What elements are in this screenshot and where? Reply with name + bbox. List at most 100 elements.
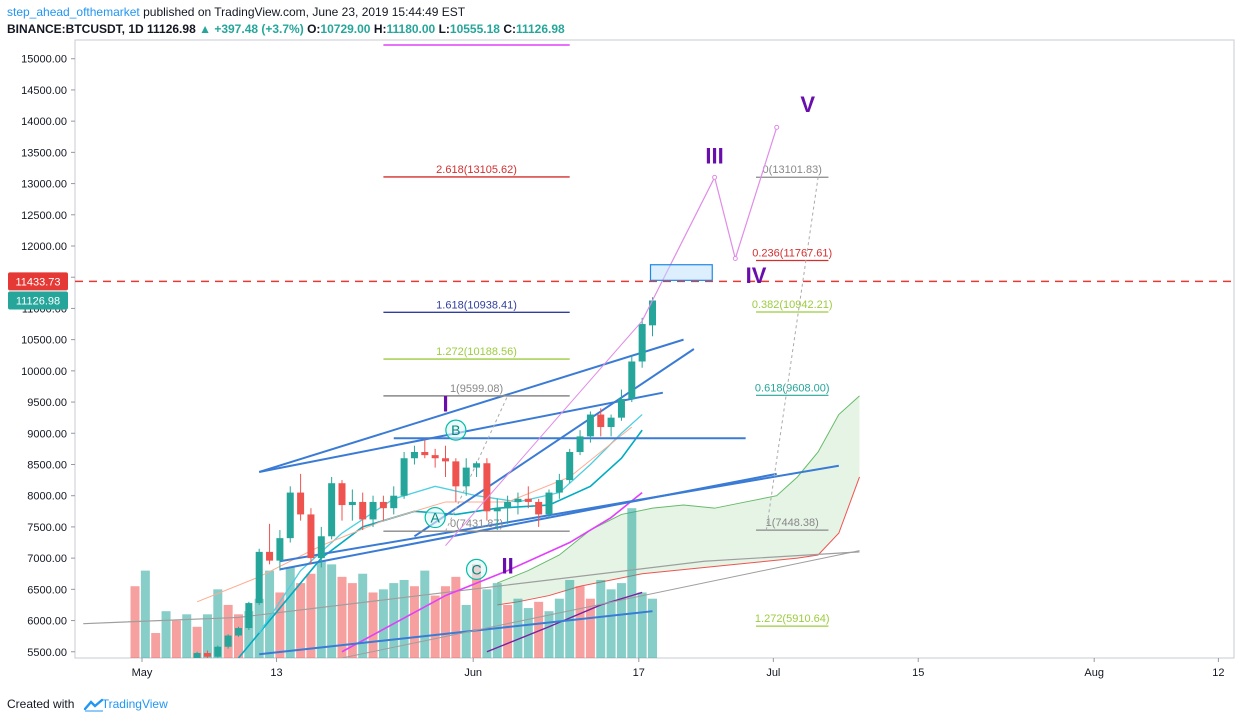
candle-body [297, 492, 305, 515]
y-tick-label: 5500.00 [27, 647, 67, 659]
footer: Created with TradingView [7, 697, 168, 711]
y-tick-label: 9000.00 [27, 428, 67, 440]
candle-body [307, 514, 315, 559]
abc-circle [465, 558, 488, 580]
candle-body [576, 436, 584, 452]
up-arrow-icon: ▲ [199, 22, 211, 36]
volume-bar [161, 611, 171, 658]
trend-line [259, 610, 653, 656]
abc-label: B [451, 422, 460, 438]
ma-100-line [341, 491, 643, 653]
volume-bar [492, 583, 502, 658]
candle-body [555, 480, 563, 493]
volume-bar [202, 614, 212, 658]
projection-node [712, 174, 718, 180]
projection-node [732, 255, 738, 261]
abc-circle [424, 506, 446, 529]
volume-bar [140, 570, 150, 658]
fib-ext-label: 1.272(5910.64) [755, 613, 830, 625]
candle-body [410, 452, 418, 459]
volume-bar [296, 583, 306, 658]
candle-body [638, 324, 646, 362]
wave-label: III [705, 144, 723, 169]
candle-body [462, 467, 470, 487]
projection-path [445, 320, 643, 546]
volume-bar [430, 595, 440, 658]
candle-body [266, 551, 274, 561]
abc-label: C [471, 561, 481, 577]
wave-label: V [800, 92, 815, 117]
volume-bar [420, 570, 430, 658]
volume-bar [554, 598, 564, 658]
volume-bar [585, 598, 595, 658]
y-tick-label: 6000.00 [27, 616, 67, 628]
candle-body [317, 536, 325, 559]
x-tick-label: May [132, 667, 153, 679]
x-tick-label: Aug [1084, 667, 1104, 679]
ma-50-line [237, 429, 643, 658]
projection-node [774, 124, 780, 130]
y-tick-label: 12500.00 [21, 210, 67, 222]
candle-body [431, 455, 439, 459]
fib-level-label: 2.618(13105.62) [436, 164, 517, 176]
x-tick-label: 13 [270, 667, 282, 679]
low-value: 10555.18 [449, 22, 500, 36]
candle-body [545, 492, 553, 515]
volume-bar [451, 576, 461, 658]
high-label: H: [373, 22, 387, 36]
candle-body [214, 646, 222, 657]
candle-body [607, 417, 615, 428]
candle-body [193, 653, 201, 658]
volume-bar [534, 601, 544, 658]
volume-bar [254, 598, 264, 658]
fib-ext-label: 0.618(9608.00) [755, 382, 830, 394]
symbol-info: BINANCE:BTCUSDT, 1D 11126.98 ▲ +397.48 (… [7, 22, 565, 36]
publish-info: step_ahead_ofthemarket published on Trad… [7, 5, 465, 19]
price-tag [8, 291, 68, 310]
volume-bar [285, 567, 295, 658]
candle-body [566, 452, 574, 481]
volume-bar [523, 608, 533, 658]
volume-bar [347, 583, 357, 658]
wave-label: I [442, 391, 448, 416]
volume-bar [441, 586, 450, 658]
y-tick-label: 10000.00 [21, 366, 67, 378]
wave-label: IV [746, 263, 767, 288]
volume-bar [637, 592, 647, 658]
x-tick-label: 12 [1212, 667, 1224, 679]
candle-body [224, 635, 232, 647]
volume-bar [223, 604, 233, 658]
volume-bar [151, 633, 161, 658]
candle-body [379, 501, 387, 509]
fib-ext-label: 0(13101.83) [763, 164, 822, 176]
long-term-line [341, 550, 860, 658]
candle-body [628, 361, 636, 399]
volume-bar [213, 589, 223, 658]
abc-circle [445, 419, 467, 441]
x-tick-label: Jul [766, 667, 780, 679]
author-link[interactable]: step_ahead_ofthemarket [7, 5, 140, 19]
candle-body [203, 653, 211, 657]
tradingview-link[interactable]: TradingView [101, 697, 168, 711]
candle-body [359, 501, 367, 520]
y-tick-label: 6500.00 [27, 584, 67, 596]
price-tag-label: 11126.98 [16, 295, 60, 307]
candle-body [286, 492, 294, 539]
candle-body [483, 463, 491, 512]
y-tick-label: 13500.00 [21, 147, 67, 159]
volume-bar [575, 586, 585, 658]
fib-ext-label: 0.236(11767.61) [752, 248, 832, 260]
fib-ext-label: 0.382(10942.21) [752, 299, 833, 311]
x-tick-label: 15 [912, 667, 924, 679]
candle-body [235, 628, 242, 636]
open-value: 10729.00 [320, 22, 371, 36]
candle-body [597, 414, 605, 428]
close-label: C: [503, 22, 516, 36]
y-tick-label: 7000.00 [27, 553, 67, 565]
candle-body [369, 501, 377, 520]
created-with-text: Created with [7, 697, 75, 711]
y-tick-label: 13000.00 [21, 179, 67, 191]
volume-bar [265, 570, 275, 658]
x-tick-label: Jun [464, 667, 482, 679]
